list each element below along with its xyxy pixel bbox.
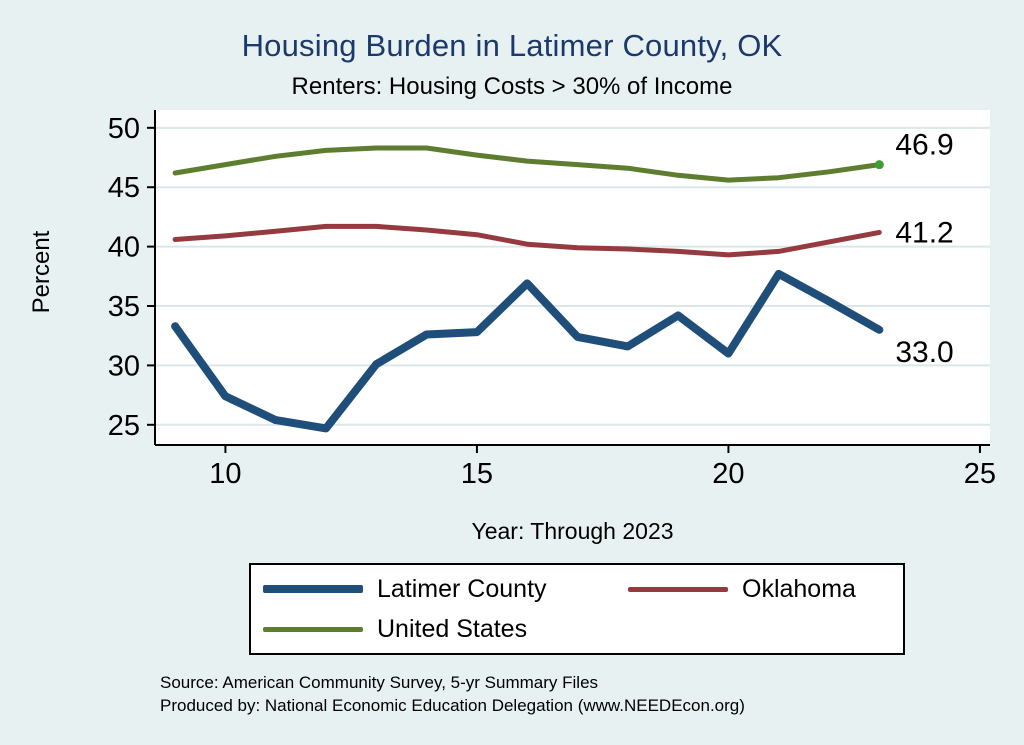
y-tick-label: 40 bbox=[108, 232, 140, 264]
x-tick-label: 15 bbox=[461, 458, 493, 490]
series-line-oklahoma bbox=[172, 223, 882, 258]
latimer-county-line-swatch bbox=[263, 585, 363, 593]
plot-area bbox=[155, 110, 990, 445]
y-tick-label: 30 bbox=[108, 350, 140, 382]
y-axis-title: Percent bbox=[28, 230, 55, 314]
end-label-latimer-county: 33.0 bbox=[895, 336, 953, 369]
legend-item-united-states: United States bbox=[263, 615, 628, 644]
end-label-oklahoma: 41.2 bbox=[895, 216, 953, 249]
chart-subtitle: Renters: Housing Costs > 30% of Income bbox=[291, 73, 733, 100]
series-line-latimer-county bbox=[171, 269, 884, 433]
x-tick-label: 10 bbox=[209, 458, 241, 490]
chart-title: Housing Burden in Latimer County, OK bbox=[241, 28, 783, 63]
end-label-united-states: 46.9 bbox=[895, 129, 953, 162]
series-line-united-states bbox=[172, 145, 882, 183]
united-states-end-marker bbox=[874, 160, 884, 170]
legend-label-oklahoma: Oklahoma bbox=[742, 574, 856, 603]
legend-item-latimer-county: Latimer County bbox=[263, 575, 628, 604]
legend-label-united-states: United States bbox=[377, 614, 528, 643]
source-block: Source: American Community Survey, 5-yr … bbox=[160, 671, 745, 717]
y-tick-label: 50 bbox=[108, 113, 140, 145]
y-tick-label: 25 bbox=[108, 410, 140, 442]
source-line-2: Produced by: National Economic Education… bbox=[160, 696, 745, 715]
legend-label-latimer-county: Latimer County bbox=[377, 574, 547, 603]
united-states-line-swatch bbox=[263, 626, 363, 632]
legend: Latimer County Oklahoma United States bbox=[249, 563, 905, 655]
oklahoma-line-swatch bbox=[628, 586, 728, 592]
source-line-1: Source: American Community Survey, 5-yr … bbox=[160, 673, 599, 692]
legend-row-1: Latimer County Oklahoma bbox=[263, 569, 903, 609]
legend-item-oklahoma: Oklahoma bbox=[628, 575, 856, 604]
y-tick-label: 35 bbox=[108, 291, 140, 323]
x-axis-title: Year: Through 2023 bbox=[471, 518, 674, 544]
x-tick-label: 20 bbox=[712, 458, 744, 490]
x-tick-label: 25 bbox=[964, 458, 996, 490]
y-tick-label: 45 bbox=[108, 172, 140, 204]
legend-row-2: United States bbox=[263, 609, 903, 649]
